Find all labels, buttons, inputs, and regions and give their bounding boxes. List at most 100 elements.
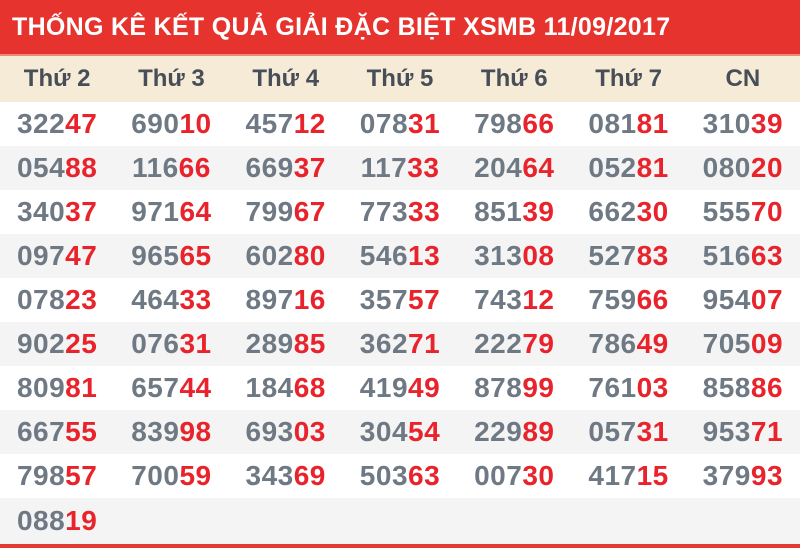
number-prefix: 229 bbox=[474, 416, 523, 447]
result-number: 05281 bbox=[571, 152, 685, 184]
number-last-two-digits: 23 bbox=[65, 284, 98, 315]
number-prefix: 705 bbox=[702, 328, 751, 359]
result-number: 52783 bbox=[571, 240, 685, 272]
number-last-two-digits: 20 bbox=[750, 152, 784, 183]
number-last-two-digits: 89 bbox=[522, 416, 555, 447]
number-last-two-digits: 66 bbox=[522, 108, 555, 139]
number-prefix: 809 bbox=[16, 372, 66, 403]
number-last-two-digits: 65 bbox=[179, 240, 212, 271]
page-title: THỐNG KÊ KẾT QUẢ GIẢI ĐẶC BIỆT XSMB 11/0… bbox=[12, 12, 671, 41]
number-last-two-digits: 81 bbox=[636, 108, 669, 139]
number-last-two-digits: 81 bbox=[65, 372, 98, 403]
number-last-two-digits: 54 bbox=[408, 416, 441, 447]
result-number: 97164 bbox=[114, 196, 228, 228]
column-header-6: Thứ 7 bbox=[595, 65, 662, 92]
result-number: 08020 bbox=[686, 152, 800, 184]
result-number: 66230 bbox=[571, 196, 685, 228]
result-number: 77333 bbox=[343, 196, 457, 228]
number-prefix: 858 bbox=[702, 372, 751, 403]
number-last-two-digits: 86 bbox=[750, 372, 784, 403]
result-number: 95371 bbox=[686, 416, 800, 448]
number-prefix: 527 bbox=[588, 240, 637, 271]
number-prefix: 657 bbox=[131, 372, 180, 403]
result-number: 46433 bbox=[114, 284, 228, 316]
result-number: 22989 bbox=[457, 416, 571, 448]
number-last-two-digits: 57 bbox=[408, 284, 441, 315]
number-prefix: 078 bbox=[16, 284, 66, 315]
number-prefix: 097 bbox=[16, 240, 66, 271]
result-number: 08181 bbox=[571, 108, 685, 140]
result-number: 11666 bbox=[114, 152, 228, 184]
result-number: 34369 bbox=[229, 460, 343, 492]
number-last-two-digits: 99 bbox=[522, 372, 555, 403]
number-prefix: 088 bbox=[16, 505, 66, 536]
number-prefix: 116 bbox=[132, 152, 179, 183]
result-row-7: 80981 65744 18468 41949 87899 76103 85886 bbox=[0, 366, 800, 410]
number-last-two-digits: 98 bbox=[179, 416, 212, 447]
number-last-two-digits: 66 bbox=[178, 152, 211, 183]
column-header-3: Thứ 4 bbox=[252, 65, 320, 92]
number-last-two-digits: 12 bbox=[522, 284, 555, 315]
result-number: 55570 bbox=[686, 196, 800, 228]
number-last-two-digits: 31 bbox=[179, 328, 212, 359]
number-last-two-digits: 57 bbox=[65, 460, 98, 491]
number-last-two-digits: 33 bbox=[408, 196, 441, 227]
number-prefix: 971 bbox=[131, 196, 180, 227]
column-header-2: Thứ 3 bbox=[138, 65, 205, 92]
number-prefix: 743 bbox=[474, 284, 523, 315]
number-last-two-digits: 69 bbox=[293, 460, 326, 491]
number-last-two-digits: 68 bbox=[293, 372, 326, 403]
number-prefix: 954 bbox=[702, 284, 751, 315]
number-prefix: 362 bbox=[359, 328, 409, 359]
number-prefix: 851 bbox=[474, 196, 523, 227]
number-prefix: 054 bbox=[16, 152, 66, 183]
number-prefix: 786 bbox=[588, 328, 637, 359]
number-last-two-digits: 37 bbox=[293, 152, 326, 183]
number-prefix: 798 bbox=[16, 460, 66, 491]
number-last-two-digits: 30 bbox=[522, 460, 555, 491]
number-prefix: 322 bbox=[16, 108, 66, 139]
result-number: 37993 bbox=[686, 460, 800, 492]
number-last-two-digits: 81 bbox=[636, 152, 669, 183]
result-number: 70059 bbox=[114, 460, 228, 492]
number-prefix: 007 bbox=[474, 460, 523, 491]
number-last-two-digits: 88 bbox=[65, 152, 98, 183]
result-number: 09747 bbox=[0, 240, 114, 272]
result-number: 11733 bbox=[343, 152, 457, 184]
result-number: 83998 bbox=[114, 416, 228, 448]
number-last-two-digits: 83 bbox=[636, 240, 669, 271]
number-prefix: 117 bbox=[360, 152, 408, 183]
number-prefix: 340 bbox=[16, 196, 66, 227]
result-number: 74312 bbox=[457, 284, 571, 316]
result-number: 22279 bbox=[457, 328, 571, 360]
number-prefix: 222 bbox=[474, 328, 523, 359]
result-number: 54613 bbox=[343, 240, 457, 272]
number-last-two-digits: 07 bbox=[750, 284, 784, 315]
number-last-two-digits: 59 bbox=[179, 460, 212, 491]
result-number: 60280 bbox=[229, 240, 343, 272]
result-number: 66755 bbox=[0, 416, 114, 448]
number-last-two-digits: 49 bbox=[408, 372, 441, 403]
number-prefix: 516 bbox=[702, 240, 751, 271]
column-header-1: Thứ 2 bbox=[23, 65, 91, 92]
number-prefix: 773 bbox=[359, 196, 409, 227]
number-last-two-digits: 55 bbox=[65, 416, 98, 447]
result-number: 51663 bbox=[686, 240, 800, 272]
result-number: 90225 bbox=[0, 328, 114, 360]
number-last-two-digits: 64 bbox=[522, 152, 555, 183]
number-prefix: 555 bbox=[702, 196, 751, 227]
result-row-5: 07823 46433 89716 35757 74312 75966 95407 bbox=[0, 278, 800, 322]
result-number: 85886 bbox=[686, 372, 800, 404]
number-last-two-digits: 47 bbox=[65, 240, 98, 271]
number-prefix: 693 bbox=[245, 416, 294, 447]
result-number: 07831 bbox=[343, 108, 457, 140]
number-last-two-digits: 37 bbox=[65, 196, 98, 227]
column-header-7: CN bbox=[725, 65, 761, 92]
result-number: 05488 bbox=[0, 152, 114, 184]
results-table: 32247 69010 45712 07831 79866 08181 31039 05488… bbox=[0, 102, 800, 544]
number-prefix: 662 bbox=[588, 196, 637, 227]
result-number: 95407 bbox=[686, 284, 800, 316]
number-prefix: 759 bbox=[588, 284, 637, 315]
number-prefix: 669 bbox=[245, 152, 294, 183]
